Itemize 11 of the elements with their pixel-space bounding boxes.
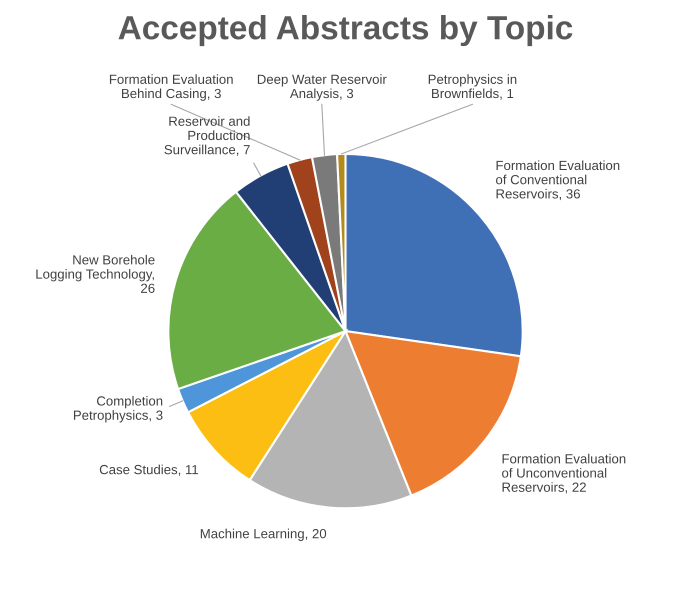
slice-label: Case Studies, 11: [100, 464, 198, 476]
slice-label: Reservoir and Production Surveillance, 7: [164, 116, 250, 156]
slice-label: New Borehole Logging Technology, 26: [36, 254, 155, 293]
slice-label: Formation Evaluation of Unconventional Reservoirs, 22: [502, 454, 626, 494]
slice-label: Petrophysics in Brownfields, 1: [428, 74, 516, 100]
slice-label: Formation Evaluation of Conventional Reservoirs, 36: [496, 160, 620, 200]
chart-title: Accepted Abstracts by Topic: [118, 15, 572, 46]
slice-label: Deep Water Reservoir Analysis, 3: [258, 74, 387, 101]
slice-label: Machine Learning, 20: [200, 528, 326, 541]
slice-label: Completion Petrophysics, 3: [74, 396, 163, 422]
slice-label: Formation Evaluation Behind Casing, 3: [110, 74, 233, 101]
